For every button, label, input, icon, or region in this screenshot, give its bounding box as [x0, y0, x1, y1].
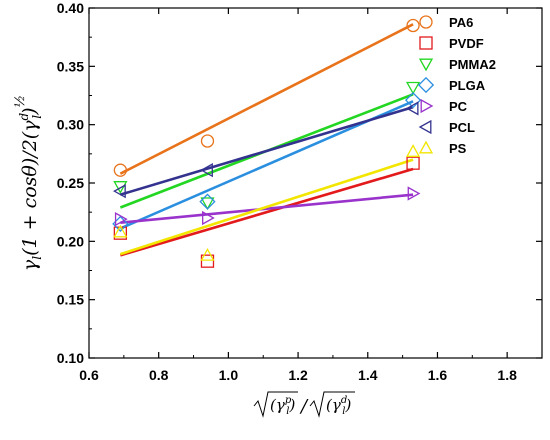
x-tick-label: 1.4 — [358, 367, 378, 383]
data-point-pmma2 — [200, 197, 215, 211]
data-point-plga — [199, 193, 216, 210]
y-tick-label: 0.15 — [57, 292, 84, 308]
y-tick-label: 0.35 — [57, 58, 84, 74]
data-point-pc — [202, 210, 215, 226]
data-point-pvdf — [406, 156, 420, 170]
data-point-ps — [113, 224, 128, 238]
y-tick-label: 0.40 — [57, 0, 84, 16]
svg-text:(γpl): (γp l) — [270, 395, 295, 417]
y-tick-label: 0.30 — [57, 117, 84, 133]
x-axis: 0.6 0.8 1.0 1.2 1.4 1.6 1.8 — [79, 8, 543, 383]
data-point-pvdf — [200, 254, 215, 268]
x-tick-label: 1.8 — [497, 367, 517, 383]
legend-marker-plga — [417, 76, 435, 94]
data-point-plga — [404, 92, 422, 109]
y-tick-label: 0.10 — [57, 350, 84, 366]
data-point-ps — [200, 247, 215, 261]
legend: PA6 PVDF PMMA2 PLGA PC PCL PS — [417, 15, 496, 156]
data-point-pcl — [113, 184, 126, 199]
legend-label-pcl: PCL — [449, 120, 475, 135]
fit-line-pcl — [119, 105, 414, 196]
x-tick-label: 1.0 — [219, 367, 239, 383]
fit-line-pc — [120, 193, 414, 224]
x-axis-label: (γp l) / (γd l) — [253, 391, 355, 418]
fit-line-pa6 — [119, 23, 414, 175]
legend-marker-pcl — [418, 119, 432, 135]
svg-text:/: / — [299, 396, 309, 417]
x-tick-label: 1.2 — [288, 367, 308, 383]
legend-label-pa6: PA6 — [449, 15, 473, 30]
legend-label-pmma2: PMMA2 — [449, 57, 496, 72]
y-tick-label: 0.25 — [57, 175, 84, 191]
x-tick-label: 1.6 — [428, 367, 448, 383]
legend-marker-pc — [420, 98, 434, 114]
legend-label-ps: PS — [449, 141, 467, 156]
fit-line-ps — [119, 158, 414, 256]
data-point-pa6 — [406, 18, 420, 33]
legend-label-pvdf: PVDF — [449, 36, 484, 51]
x-tick-label: 0.8 — [149, 367, 169, 383]
legend-marker-pvdf — [419, 36, 433, 50]
svg-text:γl(1 + cosθ)/2(γdl)½: γl(1 + cosθ)/2(γdl)½ — [13, 95, 44, 271]
data-point-pcl — [200, 163, 213, 178]
data-point-ps — [405, 144, 421, 157]
fit-lines — [119, 23, 414, 257]
svg-text:(γdl): (γd l) — [326, 395, 351, 417]
data-point-pmma2 — [405, 81, 421, 95]
data-point-pcl — [405, 101, 419, 116]
y-axis-label: γl(1 + cosθ)/2(γdl)½ — [13, 95, 44, 271]
data-point-pc — [407, 186, 421, 201]
legend-label-pc: PC — [449, 99, 468, 114]
legend-marker-pmma2 — [418, 58, 434, 72]
data-point-pa6 — [113, 163, 128, 177]
data-point-pmma2 — [113, 181, 128, 194]
legend-label-plga: PLGA — [449, 78, 486, 93]
y-tick-label: 0.20 — [57, 233, 84, 249]
data-markers — [112, 18, 422, 268]
data-point-pa6 — [200, 134, 215, 148]
y-axis: 0.10 0.15 0.20 0.25 0.30 0.35 0.40 — [57, 0, 542, 366]
legend-marker-ps — [418, 140, 434, 154]
x-tick-label: 0.6 — [79, 367, 99, 383]
legend-marker-pa6 — [419, 15, 433, 29]
data-point-pc — [114, 212, 128, 227]
fit-line-pvdf — [119, 167, 414, 257]
